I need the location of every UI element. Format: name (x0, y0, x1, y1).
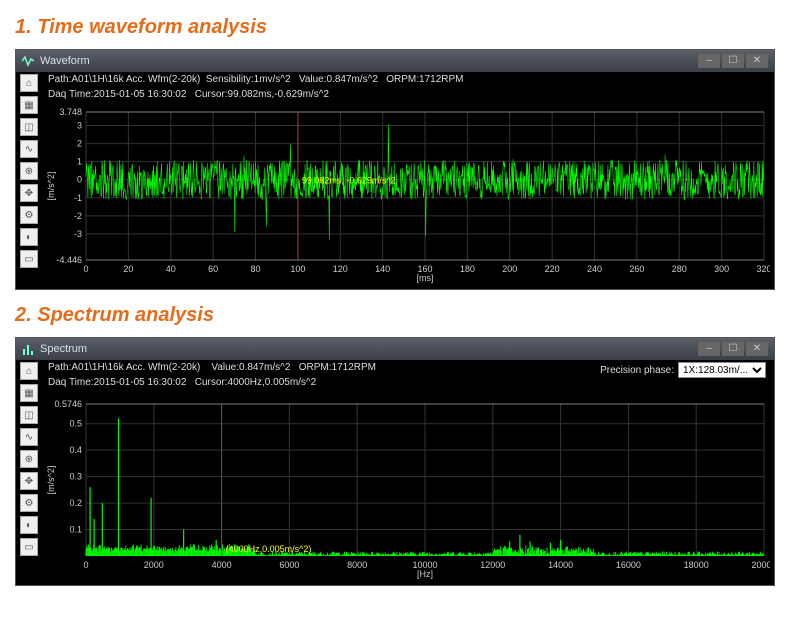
spectrum-toolbar: ⌂ ▦ ◫ ∿ ⊕ ✥ ⚙ ◐ ▭ (20, 362, 42, 556)
svg-text:99.082ms, -0.629m/s^2: 99.082ms, -0.629m/s^2 (302, 176, 396, 186)
chart-icon[interactable]: ◫ (20, 406, 38, 424)
svg-text:120: 120 (333, 264, 348, 274)
waveform-toolbar: ⌂ ▦ ◫ ∿ ⊕ ✥ ⚙ ◐ ▭ (20, 74, 42, 268)
chart-icon[interactable]: ◫ (20, 118, 38, 136)
waveform-window: Waveform – ☐ ✕ ⌂ ▦ ◫ ∿ ⊕ ✥ ⚙ ◐ ▭ Path:A01\1H\16k… (15, 49, 775, 290)
svg-text:[m/s^2]: [m/s^2] (46, 172, 56, 201)
close-button[interactable]: ✕ (746, 54, 768, 68)
svg-text:[m/s^2]: [m/s^2] (46, 466, 56, 495)
maximize-button[interactable]: ☐ (722, 342, 744, 356)
spectrum-window: Spectrum – ☐ ✕ ⌂ ▦ ◫ ∿ ⊕ ✥ ⚙ ◐ ▭ Precision phase… (15, 337, 775, 586)
svg-text:(4000Hz,0.005m/s^2): (4000Hz,0.005m/s^2) (226, 544, 312, 554)
wave-icon[interactable]: ∿ (20, 428, 38, 446)
pan-icon[interactable]: ✥ (20, 472, 38, 490)
svg-text:60: 60 (208, 264, 218, 274)
svg-text:0: 0 (83, 264, 88, 274)
pan-icon[interactable]: ✥ (20, 184, 38, 202)
svg-text:220: 220 (545, 264, 560, 274)
maximize-button[interactable]: ☐ (722, 54, 744, 68)
svg-text:14000: 14000 (548, 560, 573, 570)
svg-text:3: 3 (77, 121, 82, 131)
svg-text:12000: 12000 (480, 560, 505, 570)
svg-text:4000: 4000 (212, 560, 232, 570)
svg-text:20000: 20000 (751, 560, 770, 570)
svg-text:-2: -2 (74, 211, 82, 221)
svg-text:0: 0 (83, 560, 88, 570)
select-icon[interactable]: ▭ (20, 538, 38, 556)
svg-text:140: 140 (375, 264, 390, 274)
close-button[interactable]: ✕ (746, 342, 768, 356)
svg-text:280: 280 (672, 264, 687, 274)
svg-text:0.4: 0.4 (69, 445, 82, 455)
color-icon[interactable]: ◐ (20, 516, 38, 534)
bar-icon[interactable]: ▦ (20, 384, 38, 402)
svg-text:6000: 6000 (279, 560, 299, 570)
svg-text:180: 180 (460, 264, 475, 274)
precision-phase: Precision phase: 1X:128.03m/... (600, 362, 766, 378)
svg-text:2: 2 (77, 139, 82, 149)
svg-text:300: 300 (714, 264, 729, 274)
svg-text:2000: 2000 (144, 560, 164, 570)
svg-text:320: 320 (756, 264, 770, 274)
svg-text:18000: 18000 (684, 560, 709, 570)
waveform-title-text: Waveform (40, 55, 90, 67)
spectrum-icon (22, 343, 34, 355)
minimize-button[interactable]: – (698, 54, 720, 68)
spectrum-plot[interactable]: 0.50.40.30.20.10.57460200040006000800010… (44, 390, 774, 585)
waveform-info2: Daq Time:2015-01-05 16:30:02 Cursor:99.0… (16, 87, 774, 102)
svg-text:20: 20 (123, 264, 133, 274)
svg-text:240: 240 (587, 264, 602, 274)
svg-text:0.1: 0.1 (69, 525, 82, 535)
waveform-info1: Path:A01\1H\16k Acc. Wfm(2-20k) Sensibil… (16, 72, 774, 87)
svg-text:0.3: 0.3 (69, 472, 82, 482)
waveform-plot[interactable]: 3210-1-2-33.748-4.4460204060801001201401… (44, 102, 774, 289)
svg-text:-4.446: -4.446 (56, 255, 82, 265)
bar-icon[interactable]: ▦ (20, 96, 38, 114)
spectrum-title-bar: Spectrum – ☐ ✕ (16, 338, 774, 360)
svg-text:0: 0 (77, 175, 82, 185)
zoom-icon[interactable]: ⊕ (20, 450, 38, 468)
svg-text:40: 40 (166, 264, 176, 274)
svg-text:260: 260 (629, 264, 644, 274)
svg-text:1: 1 (77, 157, 82, 167)
svg-text:200: 200 (502, 264, 517, 274)
config-icon[interactable]: ⚙ (20, 494, 38, 512)
precision-label: Precision phase: (600, 365, 674, 376)
spectrum-title-text: Spectrum (40, 343, 87, 355)
color-icon[interactable]: ◐ (20, 228, 38, 246)
config-icon[interactable]: ⚙ (20, 206, 38, 224)
svg-text:[ms]: [ms] (417, 273, 434, 283)
svg-text:-3: -3 (74, 229, 82, 239)
section1-title: 1. Time waveform analysis (15, 16, 782, 39)
svg-text:[Hz]: [Hz] (417, 569, 433, 579)
select-icon[interactable]: ▭ (20, 250, 38, 268)
zoom-icon[interactable]: ⊕ (20, 162, 38, 180)
section2-title: 2. Spectrum analysis (15, 304, 782, 327)
svg-text:8000: 8000 (347, 560, 367, 570)
home-icon[interactable]: ⌂ (20, 74, 38, 92)
svg-text:0.5746: 0.5746 (54, 399, 82, 409)
svg-text:0.2: 0.2 (69, 498, 82, 508)
svg-text:100: 100 (290, 264, 305, 274)
svg-text:0.5: 0.5 (69, 419, 82, 429)
svg-text:80: 80 (250, 264, 260, 274)
svg-text:3.748: 3.748 (59, 107, 82, 117)
waveform-icon (22, 55, 34, 67)
svg-text:-1: -1 (74, 193, 82, 203)
precision-select[interactable]: 1X:128.03m/... (678, 362, 766, 378)
svg-text:16000: 16000 (616, 560, 641, 570)
home-icon[interactable]: ⌂ (20, 362, 38, 380)
minimize-button[interactable]: – (698, 342, 720, 356)
wave-icon[interactable]: ∿ (20, 140, 38, 158)
waveform-title-bar: Waveform – ☐ ✕ (16, 50, 774, 72)
